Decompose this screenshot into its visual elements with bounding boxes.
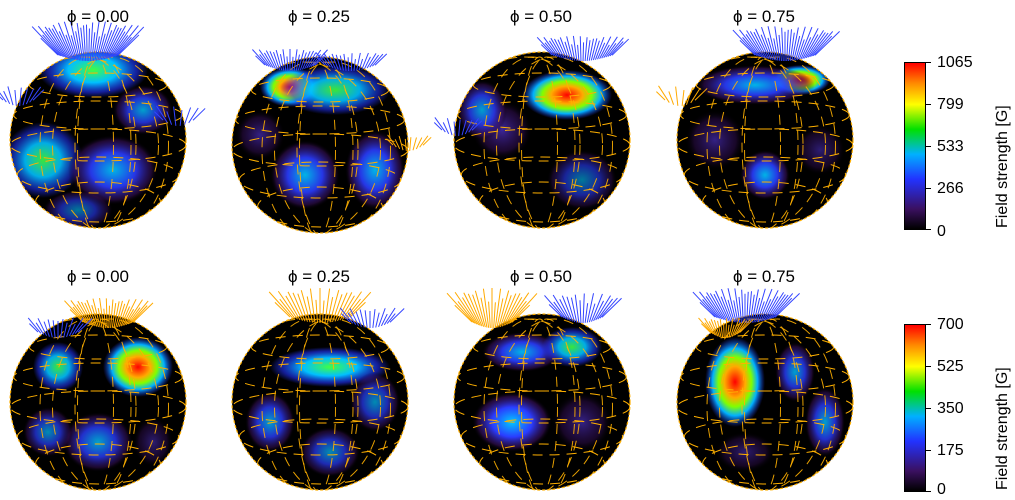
colorbar-top-tick-5 [926,229,931,230]
phase-label-row1-1: ϕ = 0.00 [67,7,129,26]
colorbar-bottom-label-5: 0 [937,481,946,498]
colorbar-bottom-title: Field strength [G] [994,367,1011,490]
field-vectors-r2-c4-1 [692,288,800,324]
colorbar-bottom-tick-4 [926,450,931,451]
colorbar-top-tick-2 [926,104,931,105]
field-vectors-r1-c1-3 [154,105,206,126]
field-vectors-r2-c2-2 [339,307,405,328]
stellar-map-globe-r2-c3 [446,288,631,491]
field-vectors-r1-c3-2 [433,117,483,136]
phase-label-row1-3: ϕ = 0.50 [510,7,572,26]
stellar-map-globe-r2-c1 [9,297,187,491]
field-vectors-r1-c1-1 [31,21,145,62]
stellar-map-globe-r2-c2 [231,288,409,491]
colorbar-bottom-tick-3 [926,408,931,409]
field-vectors-r1-c1-2 [0,86,45,106]
phase-label-row2-3: ϕ = 0.50 [510,267,572,286]
stellar-map-globe-r1-c4 [656,26,854,229]
field-vectors-r1-c2-1 [252,49,328,71]
colorbar-bottom-tick-1 [926,324,931,325]
stellar-map-globe-r2-c4 [676,288,854,491]
phase-label-row1-4: ϕ = 0.75 [733,7,795,26]
colorbar-top-title: Field strength [G] [994,105,1011,228]
stellar-map-globe-r1-c2 [231,49,432,234]
field-vectors-r1-c2-3 [386,134,432,151]
colorbar-top-label-3: 533 [937,138,964,155]
field-vectors-r2-c3-1 [446,288,538,328]
colorbar-bottom-label-3: 350 [937,400,964,417]
colorbar-bottom-label-4: 175 [937,442,964,459]
colorbar-top-label-2: 799 [937,96,964,113]
colorbar-top-label-5: 0 [937,223,946,240]
colorbar-bottom-tick-2 [926,366,931,367]
field-vectors-r2-c1-1 [64,297,154,329]
phase-label-row1-2: ϕ = 0.25 [288,7,350,26]
field-vectors-r1-c2-2 [315,52,388,72]
phase-label-row2-4: ϕ = 0.75 [733,267,795,286]
field-vectors-r2-c4-2 [698,317,754,339]
colorbar-top-label-4: 266 [937,180,964,197]
phase-label-row2-2: ϕ = 0.25 [288,267,350,286]
stellar-map-globe-r1-c1 [0,21,206,229]
colorbar-top-label-1: 1065 [937,54,973,71]
colorbar-top-tick-4 [926,188,931,189]
field-vectors-r1-c4-2 [656,85,708,106]
colorbar-bottom [904,324,926,492]
colorbar-top-tick-1 [926,62,931,63]
colorbar-top [904,62,926,230]
colorbar-bottom-label-1: 700 [937,316,964,333]
field-vectors-r1-c4-1 [732,26,840,62]
colorbar-bottom-label-2: 525 [937,358,964,375]
field-vectors-r2-c3-2 [544,293,622,324]
stellar-map-globe-r1-c3 [433,35,631,229]
field-vectors-r2-c1-2 [27,317,93,338]
colorbar-bottom-tick-5 [926,491,931,492]
field-vectors-r2-c2-1 [268,288,372,323]
field-vectors-r1-c3-1 [536,35,630,62]
phase-label-row2-1: ϕ = 0.00 [67,267,129,286]
colorbar-top-tick-3 [926,146,931,147]
